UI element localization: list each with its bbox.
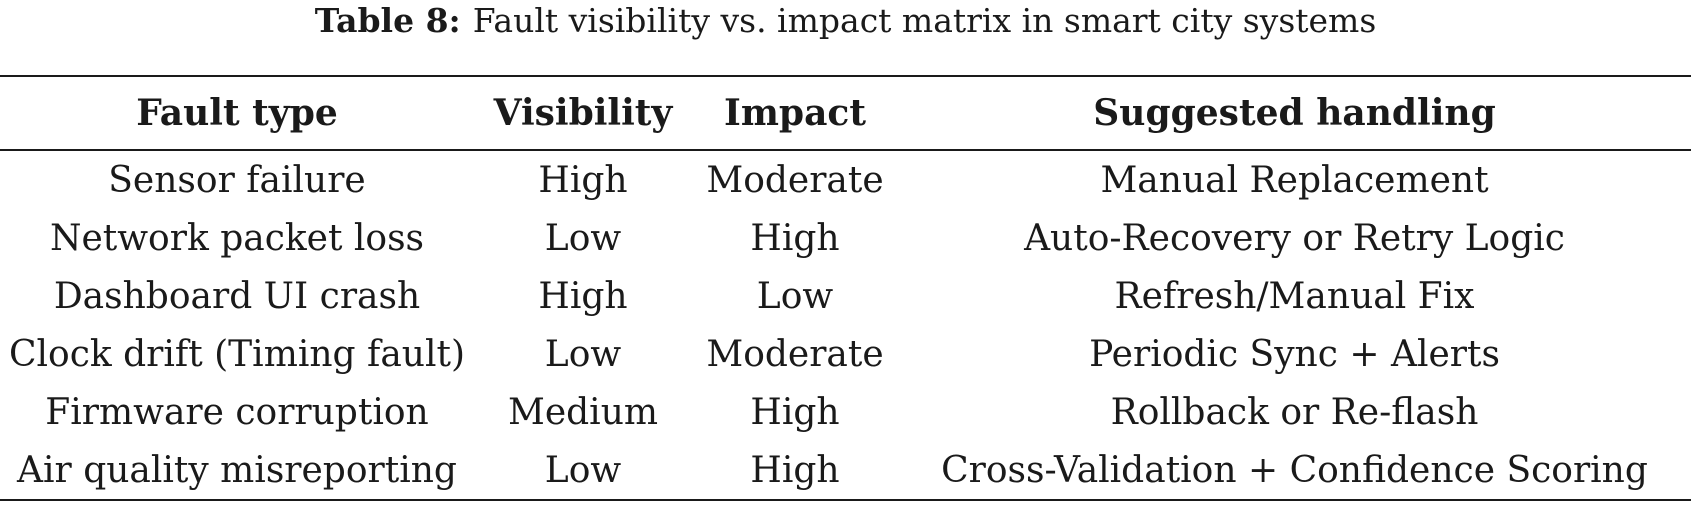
fault-matrix-table: Fault type Visibility Impact Suggested h…: [0, 75, 1691, 501]
table-row: Clock drift (Timing fault) Low Moderate …: [0, 325, 1691, 383]
table-row: Firmware corruption Medium High Rollback…: [0, 383, 1691, 441]
table-row: Air quality misreporting Low High Cross-…: [0, 441, 1691, 500]
cell-impact: High: [750, 217, 840, 259]
header-suggested-handling: Suggested handling: [1093, 92, 1496, 134]
cell-suggested-handling: Refresh/Manual Fix: [1114, 275, 1475, 317]
cell-fault-type: Firmware corruption: [45, 391, 429, 433]
cell-fault-type: Air quality misreporting: [17, 449, 457, 491]
cell-visibility: High: [538, 159, 628, 201]
cell-impact: High: [750, 449, 840, 491]
cell-fault-type: Sensor failure: [108, 159, 366, 201]
cell-visibility: Low: [544, 333, 622, 375]
cell-suggested-handling: Periodic Sync + Alerts: [1089, 333, 1500, 375]
cell-impact: Low: [756, 275, 834, 317]
table-row: Network packet loss Low High Auto-Recove…: [0, 209, 1691, 267]
table-row: Dashboard UI crash High Low Refresh/Manu…: [0, 267, 1691, 325]
caption-label: Table 8:: [314, 1, 461, 40]
cell-suggested-handling: Auto-Recovery or Retry Logic: [1024, 217, 1565, 259]
table-row: Sensor failure High Moderate Manual Repl…: [0, 150, 1691, 209]
cell-fault-type: Dashboard UI crash: [53, 275, 421, 317]
header-visibility: Visibility: [493, 92, 673, 134]
cell-impact: High: [750, 391, 840, 433]
cell-fault-type: Network packet loss: [49, 217, 425, 259]
cell-impact: Moderate: [706, 159, 884, 201]
cell-visibility: Low: [544, 449, 622, 491]
header-fault-type: Fault type: [136, 92, 338, 134]
cell-impact: Moderate: [706, 333, 884, 375]
cell-suggested-handling: Cross-Validation + Confidence Scoring: [941, 449, 1648, 491]
header-impact: Impact: [724, 92, 866, 134]
cell-fault-type: Clock drift (Timing fault): [8, 333, 466, 375]
cell-suggested-handling: Rollback or Re-flash: [1110, 391, 1479, 433]
header-row: Fault type Visibility Impact Suggested h…: [0, 76, 1691, 150]
caption-text: Fault visibility vs. impact matrix in sm…: [472, 1, 1377, 40]
cell-visibility: Medium: [507, 391, 659, 433]
cell-visibility: High: [538, 275, 628, 317]
table-caption: Table 8: Fault visibility vs. impact matr…: [0, 0, 1691, 50]
cell-visibility: Low: [544, 217, 622, 259]
cell-suggested-handling: Manual Replacement: [1100, 159, 1489, 201]
